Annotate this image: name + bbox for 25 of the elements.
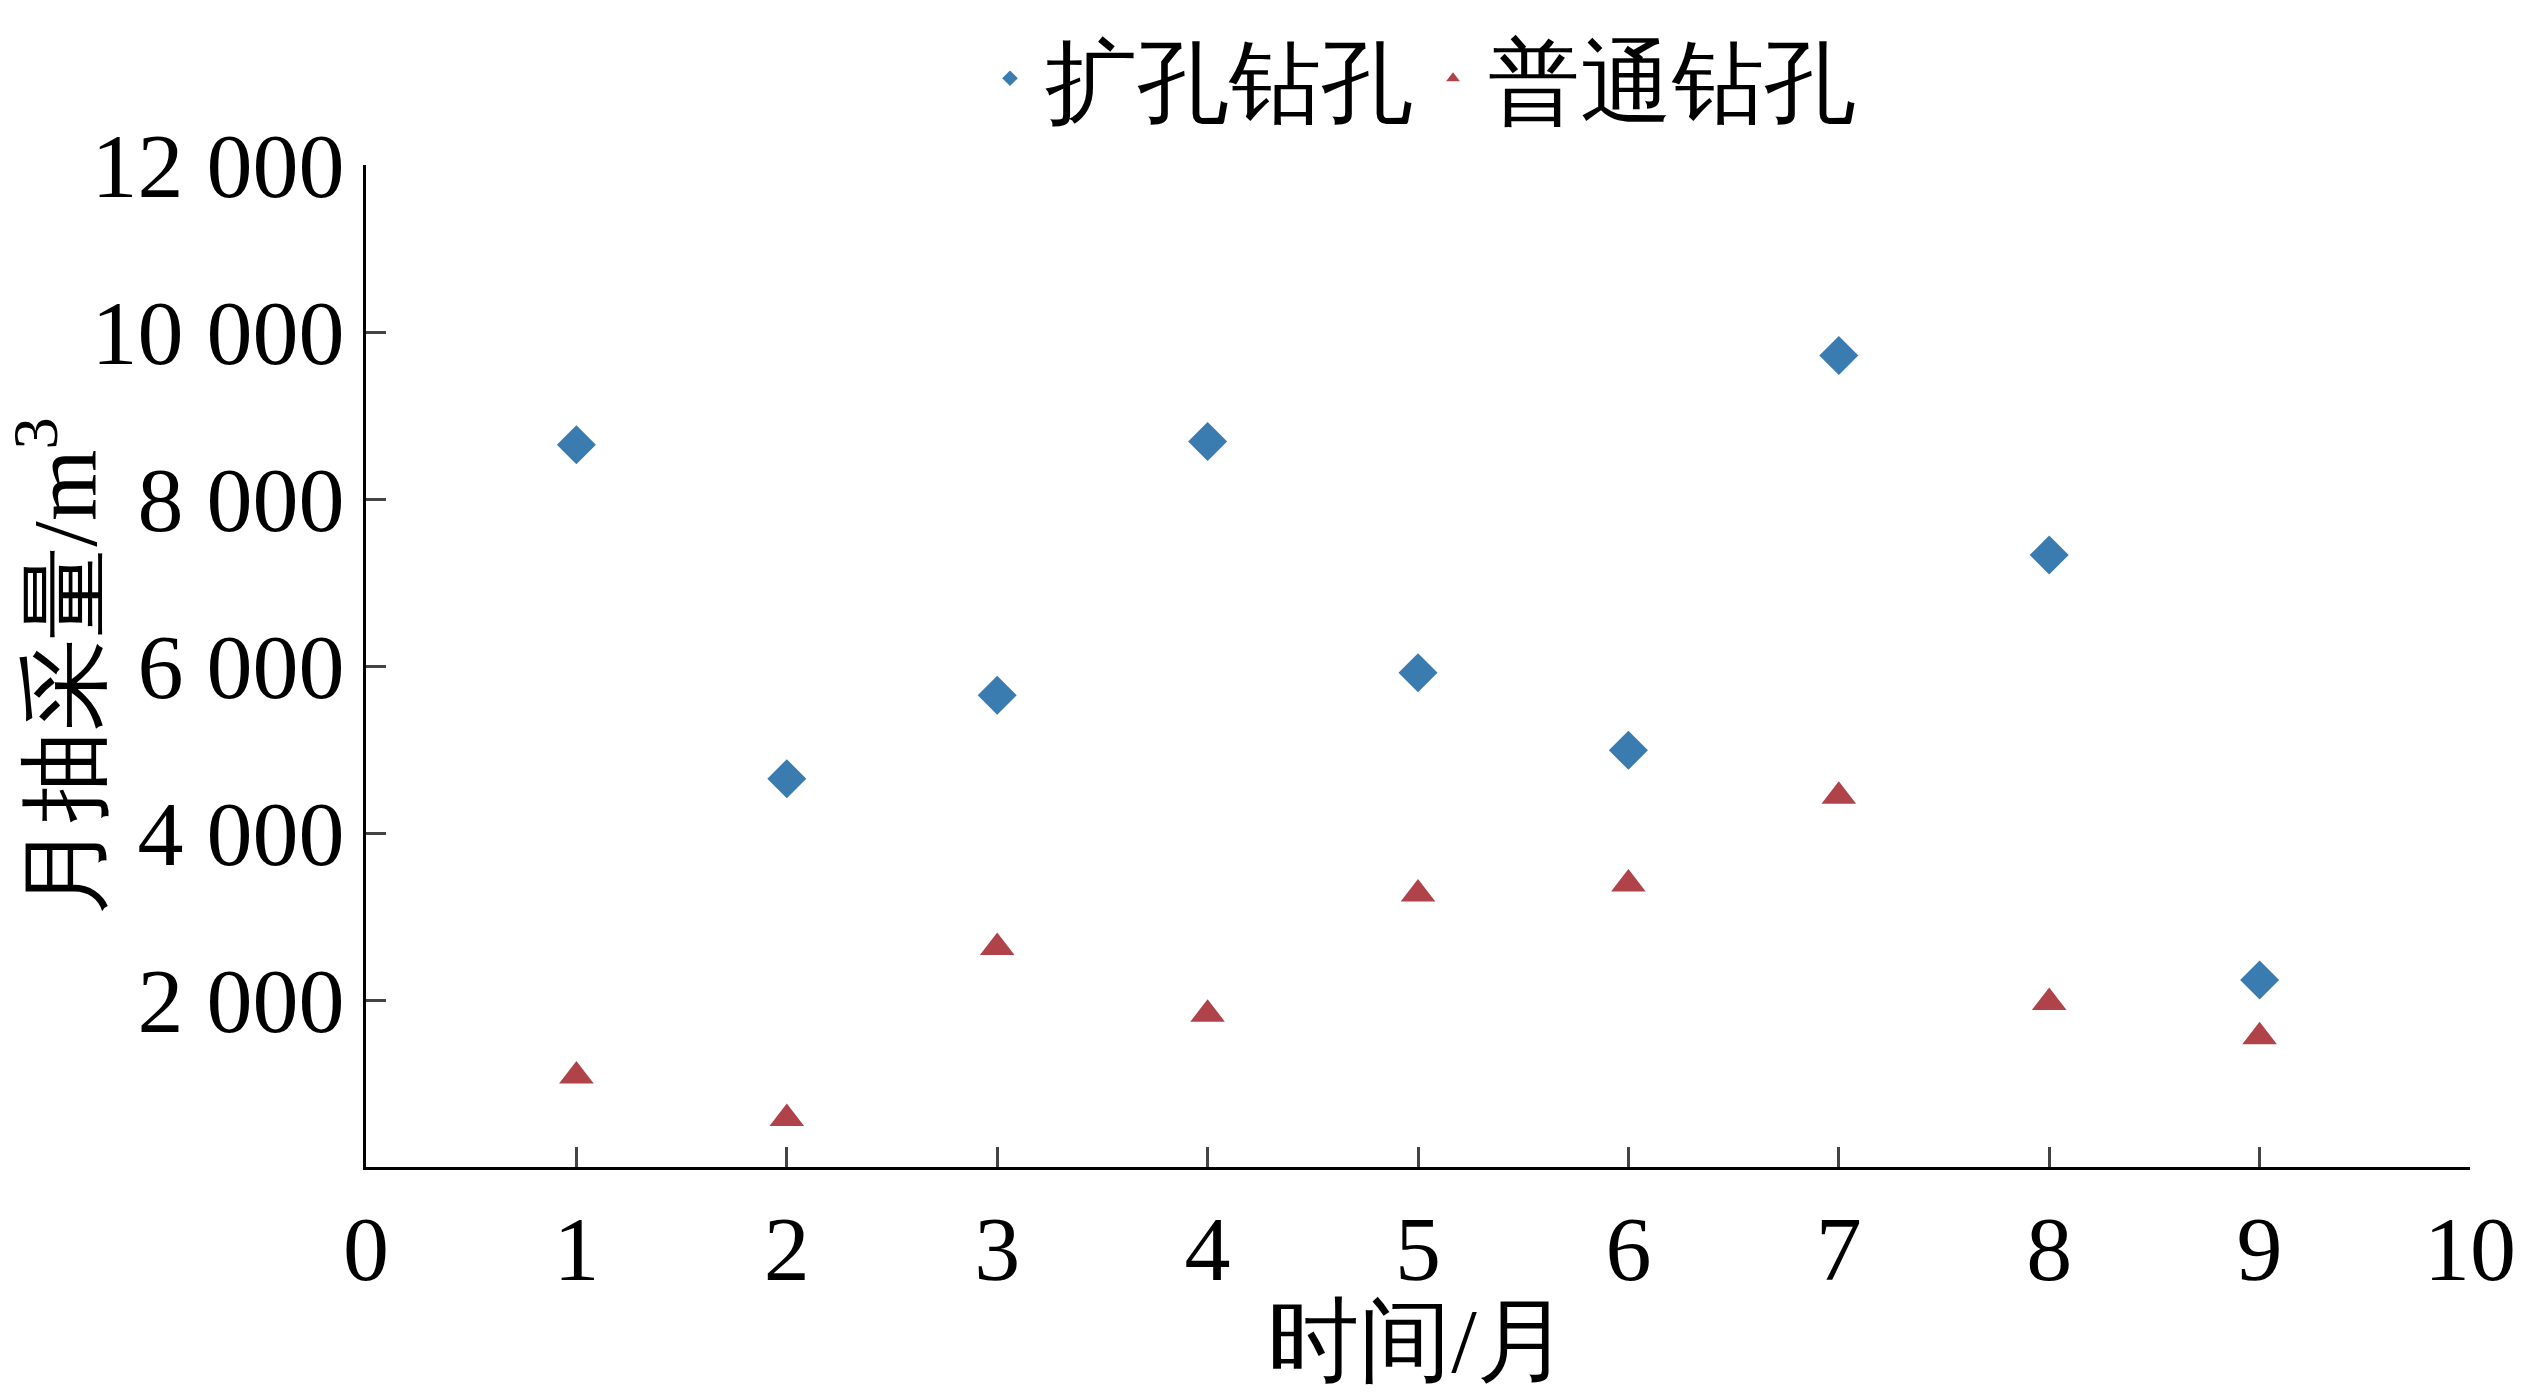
x-tick-label: 6 — [1605, 1198, 1652, 1301]
point — [1398, 653, 1438, 693]
x-tick-label: 2 — [763, 1198, 810, 1301]
x-tick-label: 10 — [2424, 1198, 2516, 1301]
point — [977, 675, 1017, 715]
legend-label: 扩孔钻孔 — [1045, 32, 1413, 135]
x-tick-label: 0 — [343, 1198, 389, 1301]
y-tick-label: 12 000 — [91, 115, 345, 218]
x-tick-label: 7 — [1815, 1198, 1862, 1301]
x-tick-label: 4 — [1184, 1198, 1231, 1301]
point — [1608, 730, 1648, 770]
y-tick-label: 10 000 — [91, 282, 345, 385]
y-tick-label: 2 000 — [137, 950, 345, 1053]
y-tick-label: 6 000 — [137, 616, 345, 719]
x-tick-label: 8 — [2026, 1198, 2073, 1301]
point — [556, 425, 596, 465]
x-tick-label: 1 — [553, 1198, 600, 1301]
y-tick-label: 8 000 — [137, 449, 345, 552]
y-tick-label: 4 000 — [137, 783, 345, 886]
x-tick-label: 3 — [974, 1198, 1021, 1301]
point — [1819, 335, 1859, 375]
point — [2029, 535, 2069, 575]
x-tick-label: 9 — [2236, 1198, 2283, 1301]
point — [1188, 421, 1228, 461]
legend-label: 普通钻孔 — [1488, 32, 1856, 135]
